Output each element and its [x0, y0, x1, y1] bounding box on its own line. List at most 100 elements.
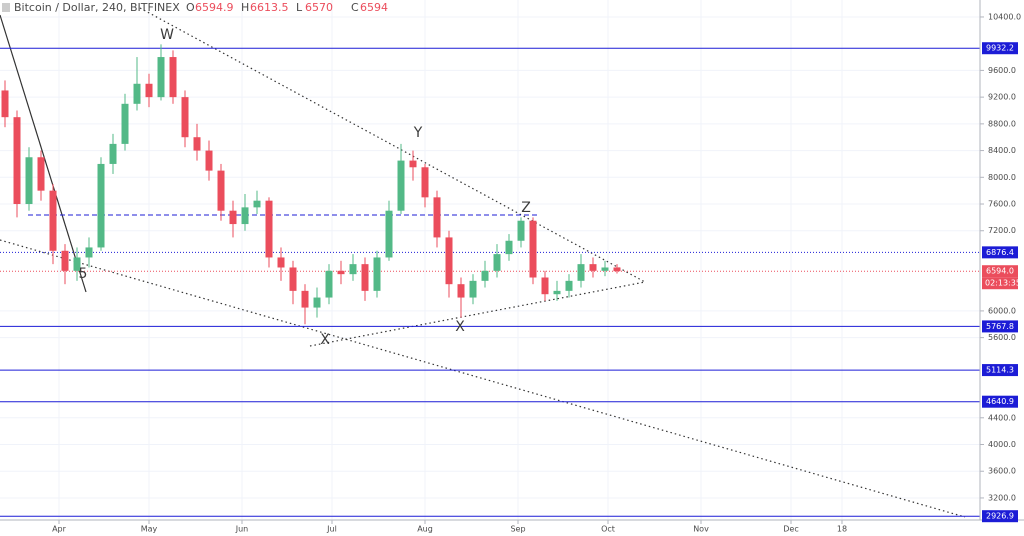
y-tick-label: 4000.0 [988, 440, 1016, 449]
candle-body [265, 200, 273, 258]
candle-body [313, 297, 321, 308]
candle-body [301, 290, 309, 308]
price-label-box [982, 395, 1018, 408]
x-tick-label: Nov [693, 525, 709, 534]
candle-body [253, 200, 261, 208]
candle-body [205, 150, 213, 171]
price-label-box [982, 42, 1018, 55]
ohlc-key: L [296, 1, 303, 14]
candle-body [337, 270, 345, 275]
wave-label: 5 [79, 266, 88, 282]
x-tick-label: May [141, 525, 158, 534]
y-tick-label: 6000.0 [988, 306, 1016, 315]
candle-body [397, 160, 405, 211]
countdown: 02:13:35 [985, 279, 1021, 288]
y-tick-label: 9600.0 [988, 66, 1016, 75]
levels [0, 47, 980, 517]
candles [1, 44, 621, 325]
candle-body [565, 280, 573, 291]
candle-body [385, 210, 393, 258]
candle-body [457, 284, 465, 298]
trend-line [0, 239, 966, 518]
candle-body [541, 277, 549, 295]
candle-body [433, 197, 441, 238]
candle-body [217, 170, 225, 211]
candle-body [241, 207, 249, 225]
ohlc-key: H [241, 1, 249, 14]
symbol-title: Bitcoin / Dollar, 240, BITFINEX [14, 1, 180, 14]
y-tick-label: 8400.0 [988, 146, 1016, 155]
countdown-box [982, 277, 1018, 290]
candle-body [517, 220, 525, 241]
trend-line [309, 281, 646, 347]
candle-body [169, 57, 177, 98]
ohlc-key: C [351, 1, 359, 14]
symbol-icon [2, 3, 10, 12]
candle-body [481, 270, 489, 281]
candle-body [277, 257, 285, 268]
axes: 10400.0 9600.0 9200.0 8800.0 8400.0 8000.0 760… [52, 12, 1021, 533]
x-tick-label: Aug [417, 525, 433, 534]
x-tick-label: Dec [783, 525, 798, 534]
candle-body [229, 210, 237, 225]
candle-body [109, 143, 117, 164]
price-label: 9932.2 [986, 44, 1014, 53]
x-tick-label: Apr [52, 525, 67, 534]
y-tick-label: 3600.0 [988, 467, 1016, 476]
candle-body [289, 267, 297, 291]
candle-body [601, 267, 609, 271]
price-label: 6594.0 [986, 267, 1014, 276]
drawings [0, 7, 966, 518]
candle-body [553, 290, 561, 295]
candle-body [469, 280, 477, 298]
candle-body [145, 83, 153, 98]
candle-body [421, 167, 429, 198]
ohlc-value: 6594 [360, 1, 388, 14]
candle-body [193, 137, 201, 151]
candle-body [121, 103, 129, 144]
candle-body [13, 117, 21, 205]
trend-line [0, 14, 87, 293]
y-tick-label: 4400.0 [988, 413, 1016, 422]
wave-label: W [160, 27, 174, 43]
price-label: 4640.9 [986, 397, 1014, 406]
candle-body [85, 247, 93, 258]
wave-label: X [320, 332, 330, 348]
price-label-box [982, 320, 1018, 333]
price-label-box [982, 246, 1018, 259]
price-label-box [982, 364, 1018, 377]
candle-body [25, 157, 33, 205]
y-tick-label: 5600.0 [988, 333, 1016, 342]
annotations: W Y Z X X 5 [79, 27, 531, 348]
candle-body [61, 250, 69, 271]
ohlc-value: 6594.9 [195, 1, 234, 14]
candle-body [577, 264, 585, 281]
candle-body [589, 264, 597, 271]
x-tick-label: Oct [601, 525, 615, 534]
candle-body [73, 257, 81, 271]
candle-body [445, 237, 453, 285]
candle-body [409, 160, 417, 168]
candle-body [181, 97, 189, 138]
candle-body [97, 163, 105, 248]
y-tick-label: 7600.0 [988, 200, 1016, 209]
candle-body [505, 240, 513, 255]
candle-body [133, 83, 141, 104]
y-tick-label: 10400.0 [988, 12, 1021, 21]
candle-body [49, 190, 57, 251]
candle-body [1, 90, 9, 118]
price-label-box [982, 510, 1018, 523]
grid [0, 0, 980, 520]
ohlc-value: 6570 [305, 1, 333, 14]
y-tick-label: 9200.0 [988, 93, 1016, 102]
y-tick-label: 8000.0 [988, 173, 1016, 182]
candle-body [493, 254, 501, 271]
y-tick-label: 8800.0 [988, 119, 1016, 128]
price-label-box [982, 265, 1018, 278]
candle-body [349, 264, 357, 275]
trend-line [139, 7, 646, 283]
x-tick-label: 18 [837, 525, 847, 534]
price-label: 5767.8 [986, 322, 1014, 331]
x-tick-label: Sep [510, 525, 525, 534]
